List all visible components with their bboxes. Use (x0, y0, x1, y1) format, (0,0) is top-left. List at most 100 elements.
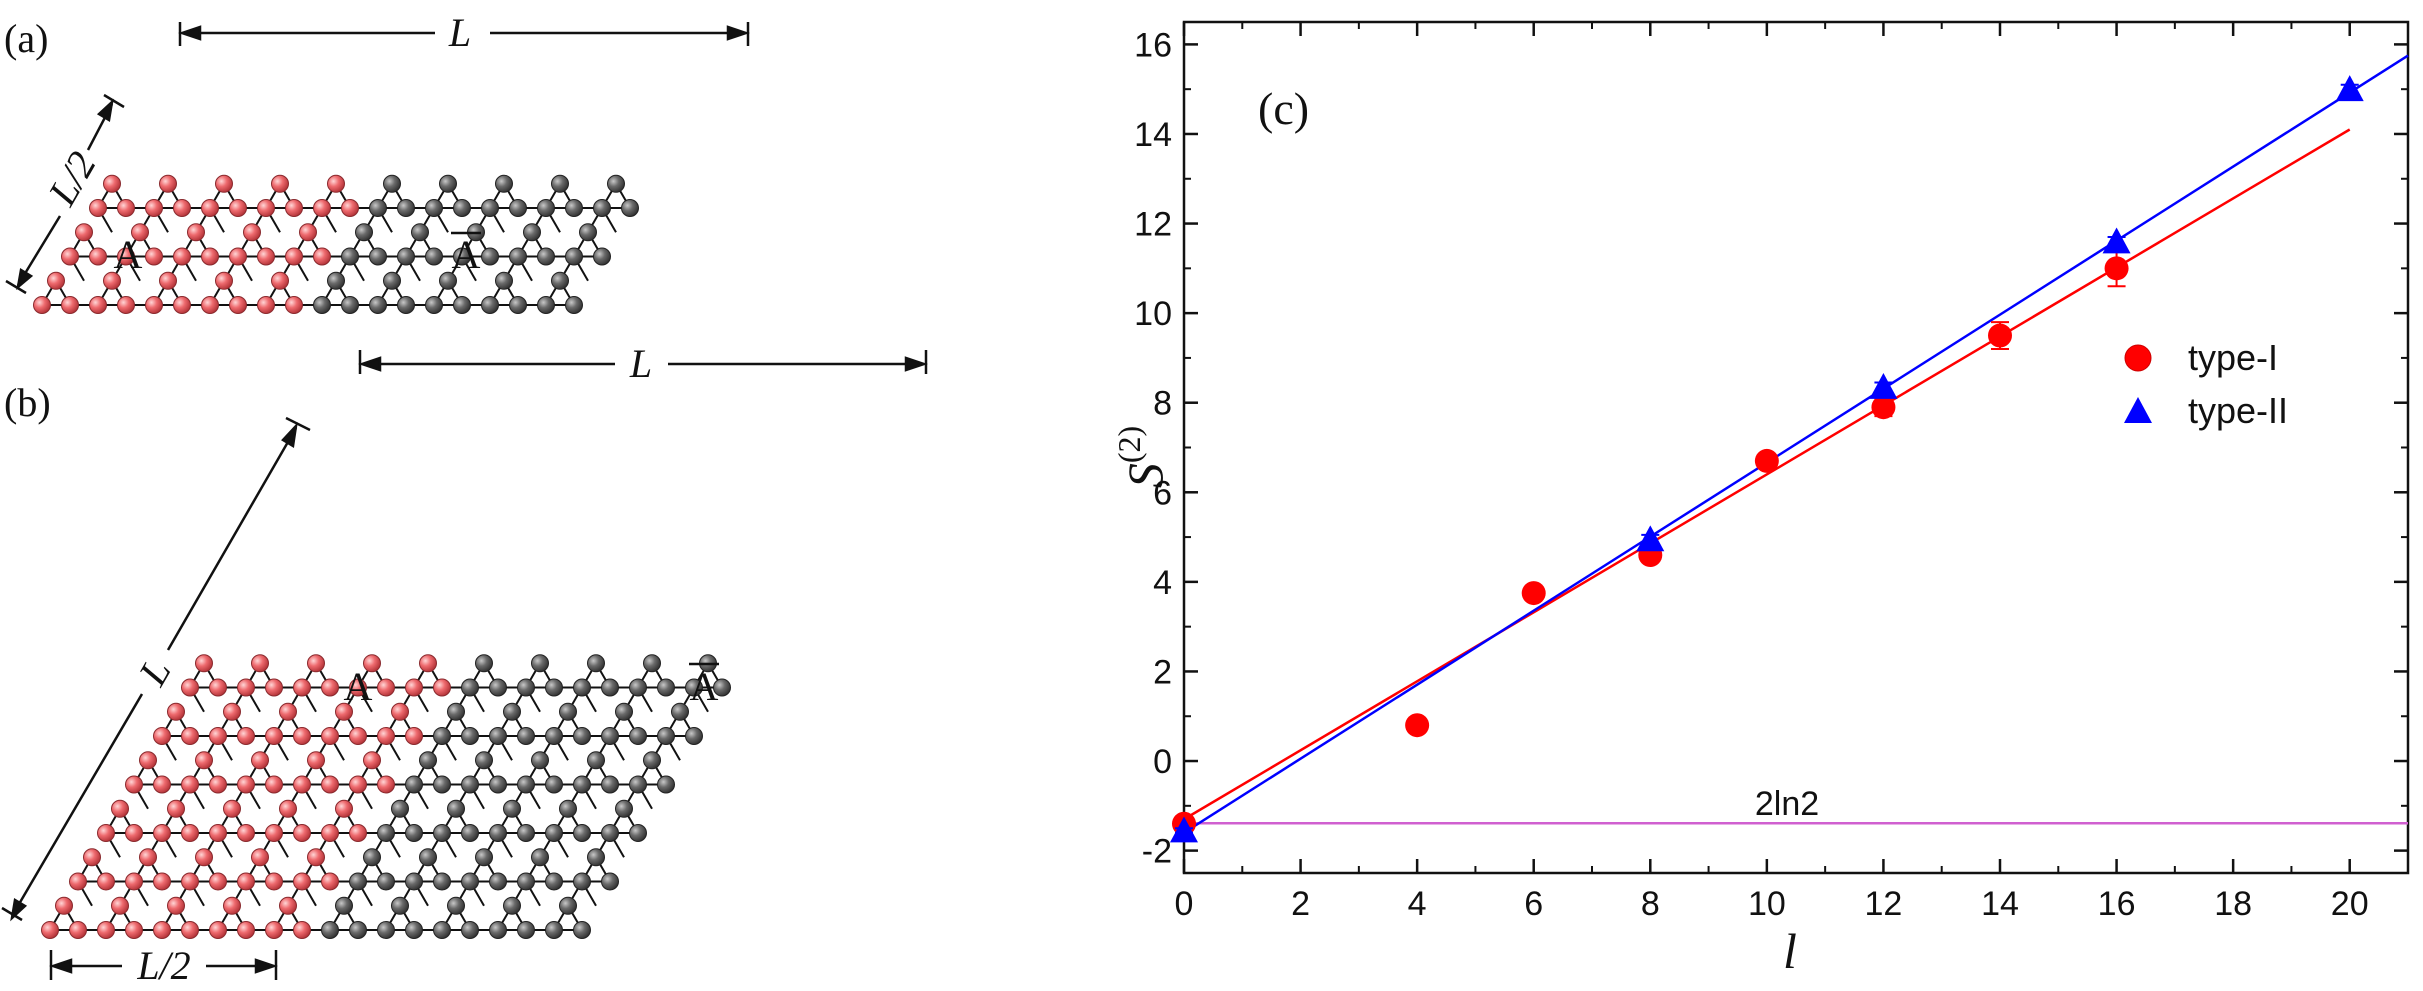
site-region-abar (657, 775, 675, 794)
site-region-abar (509, 296, 527, 314)
length-label-a: L (448, 10, 471, 55)
site-region-a (307, 751, 325, 770)
site-region-a (195, 848, 213, 867)
site-region-abar (411, 223, 429, 242)
site-region-a (363, 654, 381, 673)
site-region-abar (657, 727, 675, 745)
site-region-a (201, 199, 219, 217)
site-region-a (265, 775, 283, 794)
site-region-a (181, 678, 199, 697)
site-region-abar (489, 678, 507, 697)
site-region-abar (377, 824, 395, 842)
site-region-abar (397, 296, 415, 314)
site-region-a (237, 678, 255, 697)
site-region-abar (475, 751, 493, 770)
site-region-abar (643, 654, 661, 673)
site-region-abar (481, 247, 499, 266)
site-region-a (97, 921, 115, 939)
site-region-abar (517, 727, 535, 745)
site-region-a (139, 751, 157, 770)
x-tick-label: 2 (1291, 885, 1310, 923)
legend-marker-type-I (2124, 344, 2152, 372)
site-region-abar (405, 824, 423, 842)
site-region-abar (453, 247, 471, 266)
site-region-abar (461, 775, 479, 794)
site-region-a (237, 775, 255, 794)
site-region-a (145, 247, 163, 266)
bottom-label-b: L/2 (136, 943, 190, 988)
site-region-abar (439, 271, 457, 290)
site-region-a (363, 751, 381, 770)
site-region-abar (397, 199, 415, 217)
data-point-type-II (1170, 816, 1198, 843)
site-region-abar (363, 848, 381, 867)
site-region-a (285, 296, 303, 314)
y-tick-label: 12 (1134, 206, 1172, 244)
site-region-abar (587, 848, 605, 867)
site-region-a (251, 751, 269, 770)
site-region-abar (341, 296, 359, 314)
region-abar-label-a: A (452, 232, 481, 277)
site-region-abar (355, 223, 373, 242)
site-region-a (103, 271, 121, 290)
site-region-a (327, 174, 345, 193)
site-region-abar (685, 727, 703, 745)
site-region-a (209, 775, 227, 794)
site-region-a (313, 199, 331, 217)
data-point-type-II (2102, 227, 2131, 254)
site-region-a (265, 727, 283, 745)
site-region-abar (369, 199, 387, 217)
site-region-abar (481, 199, 499, 217)
site-region-a (145, 199, 163, 217)
site-region-a (391, 702, 409, 721)
site-region-a (293, 678, 311, 697)
site-region-a (223, 799, 241, 818)
site-region-abar (489, 775, 507, 794)
site-region-abar (461, 824, 479, 842)
x-tick-label: 6 (1524, 885, 1543, 923)
site-region-abar (601, 678, 619, 697)
site-region-abar (489, 872, 507, 891)
site-region-abar (551, 174, 569, 193)
data-point-type-I (1988, 323, 2012, 348)
site-region-a (201, 247, 219, 266)
site-region-a (377, 727, 395, 745)
site-region-abar (419, 751, 437, 770)
site-region-a (75, 223, 93, 242)
reference-line-label: 2ln2 (1755, 785, 1819, 823)
region-abar-label-b: A (690, 664, 719, 709)
site-region-abar (447, 799, 465, 818)
site-region-abar (405, 775, 423, 794)
side-label-b: L (129, 651, 180, 694)
site-region-abar (495, 271, 513, 290)
site-region-a (215, 271, 233, 290)
site-region-a (265, 872, 283, 891)
site-region-abar (565, 247, 583, 266)
site-region-a (209, 921, 227, 939)
site-region-abar (439, 174, 457, 193)
site-region-a (159, 271, 177, 290)
site-region-a (89, 296, 107, 314)
site-region-abar (425, 247, 443, 266)
site-region-abar (601, 775, 619, 794)
panel-c-tag: (c) (1258, 83, 1309, 134)
site-region-a (131, 223, 149, 242)
site-region-a (181, 775, 199, 794)
site-region-abar (593, 199, 611, 217)
site-region-abar (643, 751, 661, 770)
site-region-abar (419, 848, 437, 867)
y-tick-label: 4 (1153, 564, 1172, 602)
site-region-abar (433, 872, 451, 891)
y-tick-label: 2 (1153, 653, 1172, 691)
site-region-abar (461, 921, 479, 939)
svg-text:S(2): S(2) (1111, 426, 1173, 488)
site-region-abar (587, 751, 605, 770)
site-region-abar (545, 678, 563, 697)
site-region-abar (461, 678, 479, 697)
site-region-abar (615, 702, 633, 721)
site-region-abar (425, 296, 443, 314)
site-region-abar (559, 799, 577, 818)
site-region-abar (377, 921, 395, 939)
site-region-abar (587, 654, 605, 673)
